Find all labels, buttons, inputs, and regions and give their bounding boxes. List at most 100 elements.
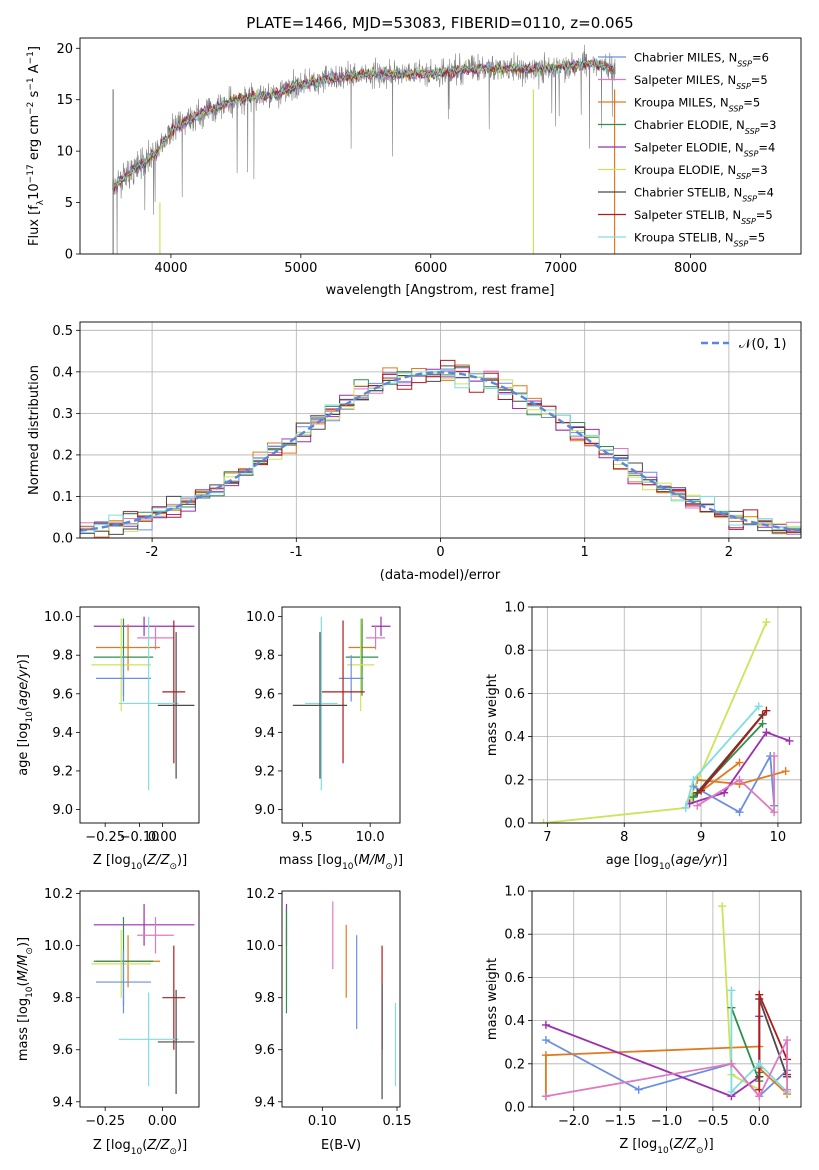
y-tick-label: 9.0: [52, 803, 73, 818]
residuals-panel: -2 -1 0 1 2 0.0 0.1 0.2 0.3 0.4 0.5 𝒩(0, 1) (data-mo…: [27, 321, 802, 583]
y-tick-label: 9.4: [52, 726, 73, 741]
weight-marker: [755, 990, 764, 999]
weight-marker: [755, 1059, 764, 1068]
y-tick-label: 0.4: [52, 365, 73, 380]
y-axis-label: age [log10(age/yr)]: [16, 654, 35, 776]
weight-marker: [681, 803, 690, 812]
label-part: Kroupa STELIB, N: [634, 231, 734, 245]
weight-line: [758, 998, 788, 1078]
weight-marker: [693, 801, 702, 810]
weight-line: [692, 752, 775, 814]
axes-frame: [281, 890, 401, 1108]
label-part: SSP: [744, 149, 759, 158]
axes-frame: [531, 606, 802, 824]
weight-marker: [718, 902, 727, 911]
label-part: (: [142, 853, 147, 868]
y-tick-label: 0.8: [504, 644, 525, 659]
y-tick-label: 10.2: [246, 887, 275, 902]
x-tick-label: 8000: [674, 261, 707, 276]
weight-marker: [541, 1020, 550, 1029]
age-vs-metallicity-panel: −0.25−0.100.009.09.29.49.69.810.0Z [log1…: [16, 606, 200, 872]
error-bar: [162, 945, 186, 1050]
label-part: Chabrier MILES, N: [634, 51, 737, 65]
weight-marker: [758, 719, 767, 728]
label-part: SSP: [737, 59, 752, 68]
weight-marker: [735, 808, 744, 817]
error-bar: [93, 616, 195, 636]
x-tick-label: 0.00: [148, 1114, 177, 1129]
label-part: =3: [760, 118, 777, 132]
y-tick-label: 15: [56, 93, 73, 108]
y-tick-label: 0.3: [52, 407, 73, 422]
y-tick-label: 0.1: [52, 490, 73, 505]
y-tick-label: 10: [56, 145, 73, 160]
y-tick-label: 9.0: [254, 803, 275, 818]
error-bar: [371, 616, 391, 636]
error-bar: [321, 620, 365, 764]
y-axis-label: Normed distribution: [27, 365, 42, 495]
weight-marker: [755, 1092, 764, 1101]
label-part: 10: [25, 711, 35, 723]
legend-label: Chabrier ELODIE, NSSP=3: [634, 118, 776, 136]
weight-vs-metallicity-panel: −2.0 −1.5 −1.0 −0.5 0.0 0.0 0.2 0.4 0.6 0.8 1.0 Z […: [485, 885, 802, 1156]
label-part: (: [669, 1137, 674, 1152]
weight-marker: [539, 819, 548, 823]
y-tick-label: 0.6: [504, 971, 525, 986]
label-part: M/M: [16, 955, 31, 982]
label-part: M/M: [359, 853, 386, 868]
weight-series: [685, 728, 794, 808]
label-part: =5: [743, 96, 760, 110]
y-tick-label: 0.0: [504, 1101, 525, 1116]
x-axis-label: (data-model)/error: [380, 568, 501, 583]
label-part: 10: [27, 183, 42, 200]
weight-line: [721, 906, 760, 1091]
label-part: =6: [752, 51, 769, 65]
label-part: SSP: [741, 217, 756, 226]
label-part: Z [log: [93, 853, 131, 868]
error-bar: [118, 992, 179, 1087]
x-tick-label: 9: [697, 830, 705, 845]
weight-line: [700, 710, 768, 792]
figure-title: PLATE=1466, MJD=53083, FIBERID=0110, z=0…: [246, 14, 633, 32]
label-part: =4: [757, 186, 774, 200]
legend-label: 𝒩(0, 1): [739, 337, 786, 352]
x-tick-label: 0: [436, 545, 444, 560]
label-part: −2: [26, 102, 36, 115]
axes-frame: [79, 606, 200, 824]
weight-line: [689, 731, 790, 805]
y-tick-label: 0.6: [504, 687, 525, 702]
mass-vs-metallicity-panel: −0.25 0.009.49.69.810.010.2Z [log10(Z/Z⊙)…: [16, 887, 200, 1157]
y-tick-label: 10.0: [246, 610, 275, 625]
legend-label: Salpeter ELODIE, NSSP=4: [634, 141, 775, 159]
x-tick-label: −0.5: [697, 1114, 729, 1129]
weight-marker: [634, 1085, 643, 1094]
x-tick-label: 8: [620, 830, 628, 845]
weight-line: [730, 990, 788, 1095]
label-part: )]: [704, 1137, 714, 1152]
label-part: age [log: [606, 853, 659, 868]
label-part: age/yr: [16, 663, 31, 706]
x-tick-label: 4000: [154, 261, 187, 276]
label-part: 10: [25, 986, 35, 998]
model-spectrum-line: [113, 60, 613, 195]
y-tick-label: 0.5: [52, 324, 73, 339]
weight-marker: [762, 706, 771, 715]
weight-marker: [781, 767, 790, 776]
label-part: ⊙: [169, 1147, 177, 1157]
weight-series: [697, 706, 771, 795]
label-part: mass [log: [16, 998, 31, 1061]
error-bar: [91, 930, 151, 998]
x-tick-label: −0.25: [85, 1114, 125, 1129]
label-part: SSP: [729, 104, 744, 113]
weight-series: [681, 702, 763, 812]
label-part: )]: [393, 853, 403, 868]
x-tick-label: 5000: [284, 261, 317, 276]
y-axis-label: mass [log10(M/M⊙)]: [16, 937, 35, 1061]
age-vs-mass-panel: 9.5 10.0 9.0 9.2 9.4 9.6 9.8 10.0 mass [log10(M/…: [246, 606, 403, 872]
label-part: erg cm: [27, 115, 42, 164]
label-part: (: [16, 981, 31, 986]
label-part: −17: [26, 164, 36, 183]
label-part: −1: [26, 51, 36, 64]
